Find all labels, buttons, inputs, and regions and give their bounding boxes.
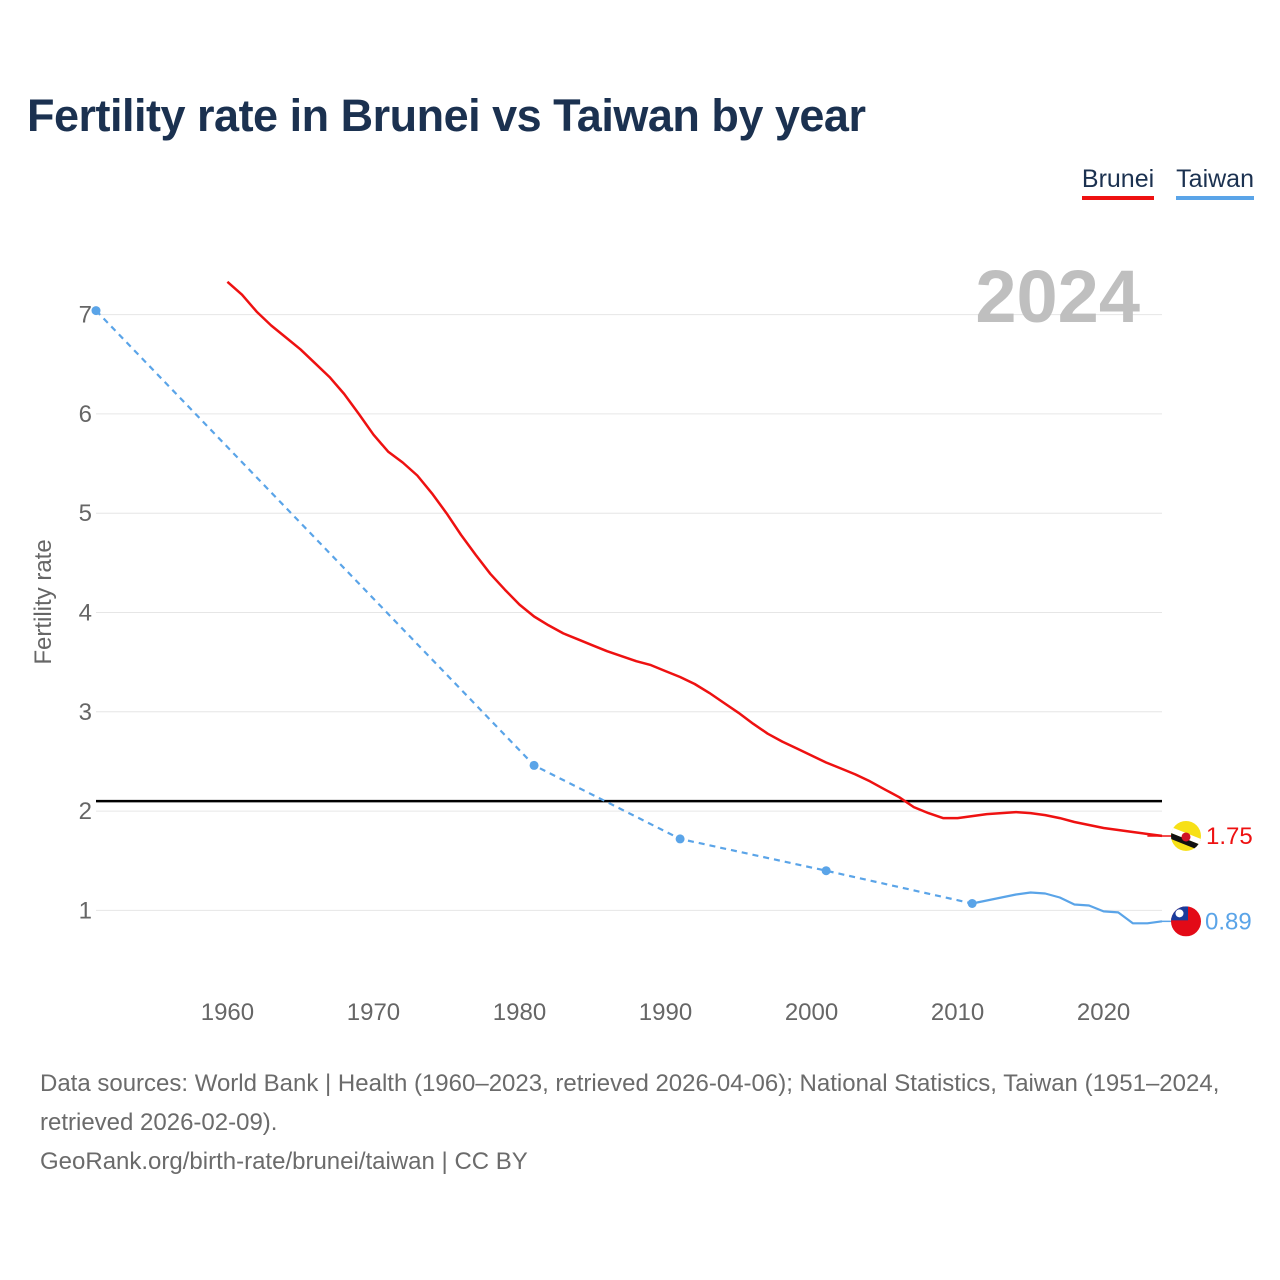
y-tick-label-4: 4 [79, 600, 92, 627]
x-tick-label-2000: 2000 [785, 999, 838, 1026]
y-axis-label: Fertility rate [30, 539, 57, 664]
year-label: 2024 [975, 255, 1140, 338]
taiwan-flag [1171, 906, 1201, 937]
attribution-credit[interactable]: GeoRank.org/birth-rate/brunei/taiwan | C… [40, 1148, 528, 1175]
y-tick-label-7: 7 [79, 302, 92, 329]
taiwan-end-value: 0.89 [1205, 908, 1252, 935]
x-tick-label-1980: 1980 [493, 999, 546, 1026]
x-tick-label-1970: 1970 [347, 999, 400, 1026]
x-tick-label-1960: 1960 [201, 999, 254, 1026]
taiwan-point-2001 [821, 866, 831, 876]
series-line-brunei [226, 280, 1163, 838]
x-tick-label-1990: 1990 [639, 999, 692, 1026]
y-tick-label-1: 1 [79, 897, 92, 924]
legend-item-brunei[interactable]: Brunei [1081, 165, 1155, 200]
legend: Brunei Taiwan [1081, 165, 1254, 200]
taiwan-point-1991 [675, 834, 685, 844]
legend-item-taiwan[interactable]: Taiwan [1176, 165, 1254, 200]
series-line-taiwan-solid [971, 891, 1163, 925]
chart-title: Fertility rate in Brunei vs Taiwan by ye… [27, 90, 866, 141]
y-tick-label-5: 5 [79, 500, 92, 527]
y-tick-label-3: 3 [79, 699, 92, 726]
fertility-line-chart: 1 2 3 4 5 6 7 1960 1970 1980 1990 2000 2010 2020 Ferti… [30, 255, 1253, 1026]
taiwan-point-2011 [967, 898, 977, 908]
series-line-taiwan-dashed [95, 309, 973, 905]
brunei-flag [1171, 820, 1201, 851]
x-tick-label-2010: 2010 [931, 999, 984, 1026]
data-sources-note: Data sources: World Bank | Health (1960–… [40, 1070, 1220, 1136]
taiwan-point-1981 [529, 760, 539, 770]
y-tick-label-2: 2 [79, 798, 92, 825]
footer: Data sources: World Bank | Health (1960–… [40, 1064, 1250, 1181]
y-tick-label-6: 6 [79, 401, 92, 428]
taiwan-point-1951 [91, 306, 101, 316]
brunei-end-value: 1.75 [1206, 823, 1253, 850]
x-tick-label-2020: 2020 [1077, 999, 1130, 1026]
